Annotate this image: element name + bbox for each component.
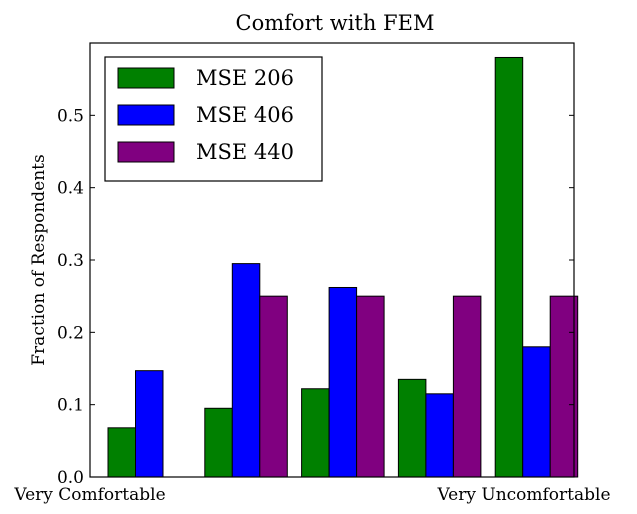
bar-mse-206-cat4 [397,378,427,478]
legend: MSE 206 MSE 406 MSE 440 [104,56,323,182]
bar-mse-406-cat3 [328,286,358,478]
legend-swatch-mse-440 [117,141,175,163]
bar-mse-206-cat1 [107,427,136,478]
bar-mse-406-cat5 [522,346,551,478]
y-tick-label: 0.5 [57,106,84,126]
bar-mse-440-cat2 [259,295,288,478]
ticks-layer: 0.0 0.1 0.2 0.3 0.4 0.5 Very Comfortable Very U… [13,106,610,505]
legend-label-mse-406: MSE 406 [196,103,294,127]
bar-mse-406-cat2 [231,263,261,478]
y-tick-label: 0.0 [57,468,84,488]
legend-swatch-mse-206 [117,67,175,89]
legend-swatch-mse-406 [117,104,175,126]
bar-mse-406-cat1 [135,370,164,478]
legend-label-mse-440: MSE 440 [196,140,294,164]
y-tick-label: 0.1 [57,396,84,416]
bar-mse-406-cat4 [425,393,454,478]
x-tick-label-left: Very Comfortable [13,485,165,505]
bar-mse-440-cat3 [356,295,385,478]
bar-mse-206-cat2 [204,407,233,478]
y-tick-label: 0.2 [57,323,84,343]
y-tick-label: 0.3 [57,251,84,271]
chart-title: Comfort with FEM [236,11,435,35]
bar-mse-206-cat5 [494,56,524,478]
y-tick-label: 0.4 [57,179,84,199]
plot-frame [89,42,575,478]
bars-layer [107,56,579,478]
legend-label-mse-206: MSE 206 [196,66,294,90]
x-tick-label-right: Very Uncomfortable [436,485,610,505]
y-axis-label: Fraction of Respondents [29,154,49,365]
bar-mse-206-cat3 [301,388,330,478]
bar-mse-440-cat5 [549,295,579,478]
bar-mse-440-cat4 [452,295,482,478]
